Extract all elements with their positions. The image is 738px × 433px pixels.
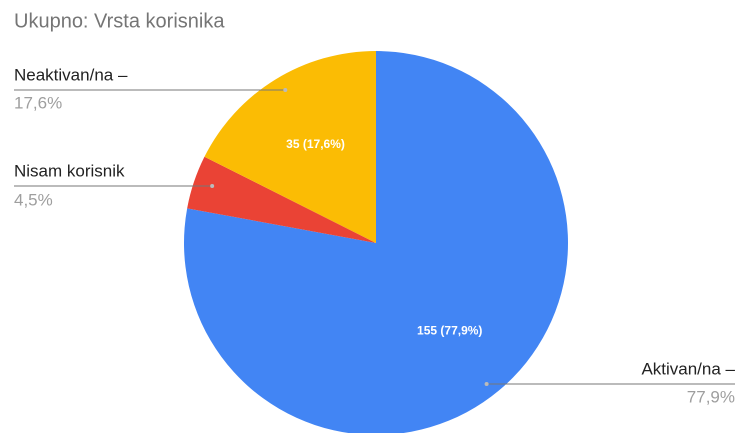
percent-label: 17,6% <box>14 93 62 112</box>
pie-slice <box>184 51 568 433</box>
legend-label: Aktivan/na – <box>641 359 735 378</box>
percent-label: 4,5% <box>14 190 53 209</box>
leader-dot <box>484 382 489 386</box>
pie-slice <box>204 51 376 243</box>
data-label: 35 (17,6%) <box>286 137 345 151</box>
data-label: 155 (77,9%) <box>417 324 482 338</box>
legend-label: Nisam korisnik <box>14 161 125 180</box>
percent-label: 77,9% <box>687 387 735 406</box>
pie-slice <box>187 156 376 243</box>
chart-title: Ukupno: Vrsta korisnika <box>14 10 225 32</box>
leader-dot <box>210 184 215 188</box>
leader-dot <box>283 88 288 92</box>
legend-label: Neaktivan/na – <box>14 65 128 84</box>
